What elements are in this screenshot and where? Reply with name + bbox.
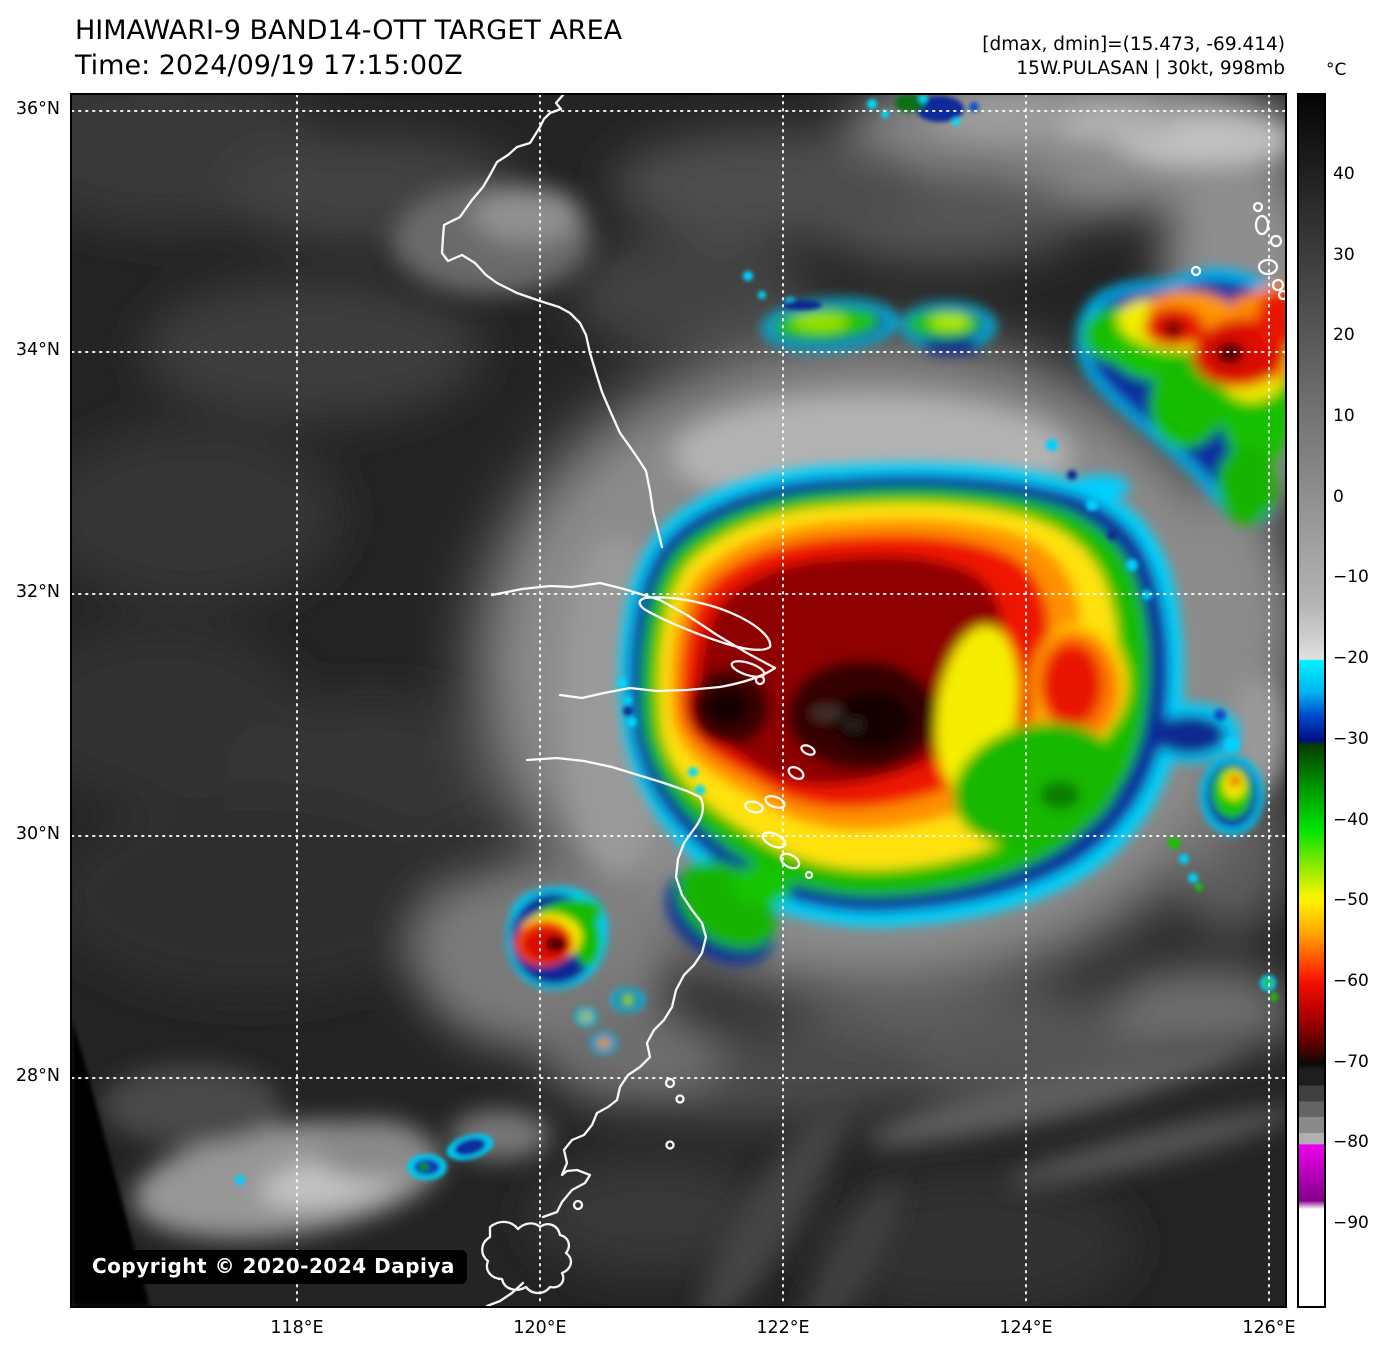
temperature-colorbar xyxy=(1297,93,1326,1308)
lon-tick-label: 122°E xyxy=(756,1318,810,1338)
lat-tick-label: 36°N xyxy=(15,99,60,119)
zhoushan-islands xyxy=(744,744,816,880)
chongming-island xyxy=(638,596,772,651)
cb-tick-label: −40 xyxy=(1333,810,1369,830)
jiangsu-coastline xyxy=(440,95,664,549)
cb-tick-label: −30 xyxy=(1333,729,1369,749)
copyright-badge: Copyright © 2020-2024 Dapiya xyxy=(80,1250,467,1284)
storm-info: 15W.PULASAN | 30kt, 998mb xyxy=(1016,58,1285,80)
fujian-island-cluster xyxy=(481,1220,573,1295)
dmax-dmin-readout: [dmax, dmin]=(15.473, -69.414) xyxy=(982,34,1285,55)
cb-tick-label: 10 xyxy=(1333,406,1355,426)
colorbar-unit: °C xyxy=(1326,60,1347,80)
cb-tick-label: 40 xyxy=(1333,164,1355,184)
title-block: HIMAWARI-9 BAND14-OTT TARGET AREA Time: … xyxy=(75,14,622,83)
lat-tick-label: 30°N xyxy=(15,824,60,844)
cb-tick-label: −90 xyxy=(1333,1213,1369,1233)
latitude-axis: 36°N 34°N 32°N 30°N 28°N xyxy=(0,93,66,1308)
colorbar-labels: 40 30 20 10 0 −10 −20 −30 −40 −50 −60 −7… xyxy=(1333,93,1383,1304)
cb-tick-label: −60 xyxy=(1333,971,1369,991)
island xyxy=(754,674,766,686)
small-cells xyxy=(506,755,1264,1054)
cb-tick-label: −10 xyxy=(1333,567,1369,587)
changxing-island xyxy=(730,660,766,678)
lat-tick-label: 34°N xyxy=(15,340,60,360)
satellite-imagery xyxy=(72,95,1285,1306)
island xyxy=(675,1094,685,1104)
cb-tick-label: 30 xyxy=(1333,245,1355,265)
info-block: [dmax, dmin]=(15.473, -69.414) 15W.PULAS… xyxy=(982,33,1285,81)
island xyxy=(664,1077,676,1089)
scan-edge-wedge xyxy=(72,1020,150,1306)
satellite-map: Copyright © 2020-2024 Dapiya xyxy=(70,93,1287,1308)
island xyxy=(572,1199,584,1211)
lat-tick-label: 28°N xyxy=(15,1066,60,1086)
cb-tick-label: −50 xyxy=(1333,890,1369,910)
cb-tick-label: −70 xyxy=(1333,1052,1369,1072)
storm-enhancement xyxy=(619,268,1285,965)
lon-tick-label: 118°E xyxy=(270,1318,324,1338)
yangtze-south-bank xyxy=(490,581,777,670)
longitude-axis: 118°E 120°E 122°E 124°E 126°E xyxy=(0,1310,1389,1340)
fujian-coastline xyxy=(485,1281,525,1306)
lon-tick-label: 126°E xyxy=(1242,1318,1296,1338)
cb-tick-label: −80 xyxy=(1333,1132,1369,1152)
island xyxy=(665,1140,675,1150)
coastline-overlay xyxy=(440,95,1285,1306)
page-title: HIMAWARI-9 BAND14-OTT TARGET AREA xyxy=(75,15,623,46)
zhejiang-coastline xyxy=(525,756,708,1219)
cb-tick-label: 0 xyxy=(1333,487,1344,507)
cold-specks xyxy=(235,95,1278,1185)
lat-tick-label: 32°N xyxy=(15,582,60,602)
hangzhou-bay-north-shore xyxy=(558,666,777,700)
lon-tick-label: 120°E xyxy=(513,1318,567,1338)
cb-tick-label: 20 xyxy=(1333,325,1355,345)
cb-tick-label: −20 xyxy=(1333,648,1369,668)
lon-tick-label: 124°E xyxy=(999,1318,1053,1338)
korea-islands xyxy=(1190,201,1285,301)
timestamp: Time: 2024/09/19 17:15:00Z xyxy=(75,49,463,81)
graticule xyxy=(72,95,1285,1306)
